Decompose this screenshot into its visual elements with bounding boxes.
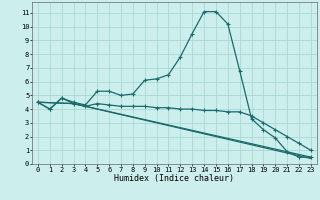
- X-axis label: Humidex (Indice chaleur): Humidex (Indice chaleur): [115, 174, 234, 183]
